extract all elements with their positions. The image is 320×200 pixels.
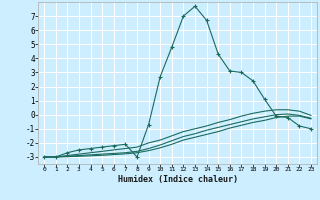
X-axis label: Humidex (Indice chaleur): Humidex (Indice chaleur) xyxy=(118,175,238,184)
